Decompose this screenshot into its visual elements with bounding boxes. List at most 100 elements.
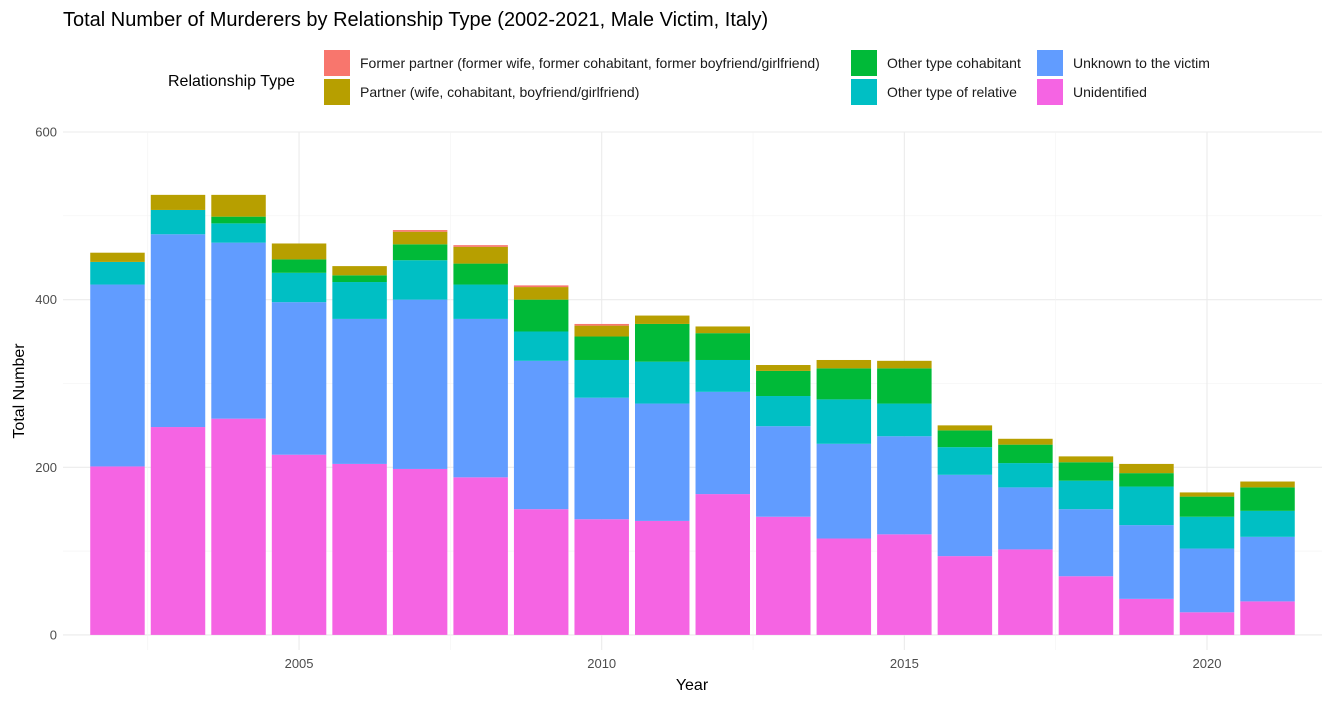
bar-segment (816, 443, 872, 539)
bar-segment (1058, 509, 1114, 577)
bar-segment (332, 266, 387, 276)
bar-segment (1119, 486, 1174, 526)
bar-segment (1058, 576, 1114, 635)
bar-segment (513, 509, 569, 635)
bar-segment (816, 359, 872, 369)
bar-segment (90, 252, 145, 262)
bar-segment (756, 426, 811, 517)
legend-swatch (324, 79, 350, 105)
bar-segment (695, 326, 751, 334)
legend-label: Other type cohabitant (887, 55, 1021, 71)
x-tick-label: 2015 (890, 656, 919, 671)
bar-segment (877, 403, 932, 437)
bar-segment (756, 365, 811, 371)
bar-segment (816, 399, 872, 444)
bar-segment (211, 418, 266, 635)
bar-segment (877, 360, 932, 369)
bar-segment (877, 534, 932, 635)
bar-segment (332, 282, 387, 319)
bar-segment (453, 245, 508, 247)
x-tick-label: 2005 (285, 656, 314, 671)
bar-segment (937, 447, 993, 475)
x-axis-ticks: 2005 2010 2015 2020 (285, 656, 1222, 671)
bar-segment (574, 336, 629, 360)
bar-segment (271, 243, 327, 260)
legend-swatch (1037, 50, 1063, 76)
bar-segment (816, 368, 872, 400)
bar-segment (634, 361, 690, 404)
legend-swatch (324, 50, 350, 76)
legend-swatch (851, 79, 877, 105)
bar-segment (634, 315, 690, 324)
bar-segment (695, 359, 751, 392)
bar-segment (574, 519, 629, 635)
bar-segment (513, 285, 569, 288)
x-tick-label: 2020 (1193, 656, 1222, 671)
bar-segment (513, 299, 569, 332)
x-tick-label: 2010 (587, 656, 616, 671)
bar-segment (271, 259, 327, 273)
bar-segment (1179, 612, 1235, 635)
bar-segment (937, 474, 993, 557)
bar-segment (1179, 516, 1235, 549)
bar-segment (937, 425, 993, 431)
legend-label: Former partner (former wife, former coha… (360, 55, 820, 71)
y-tick-label: 600 (35, 125, 57, 140)
bar-segment (634, 520, 690, 635)
legend: Relationship Type Former partner (former… (168, 50, 1210, 105)
bar-segment (453, 246, 508, 264)
x-axis-title: Year (676, 677, 709, 694)
bar-segment (392, 244, 448, 261)
bar-segment (1240, 487, 1295, 511)
bar-segment (90, 466, 145, 635)
bar-segment (1240, 510, 1295, 537)
bar-segment (1058, 462, 1114, 481)
bar-segment (332, 318, 387, 464)
bars (90, 194, 1295, 635)
bar-segment (513, 287, 569, 300)
legend-label: Unknown to the victim (1073, 55, 1210, 71)
bar-segment (150, 194, 206, 210)
bar-segment (877, 368, 932, 404)
bar-segment (392, 231, 448, 245)
legend-swatch (851, 50, 877, 76)
bar-segment (998, 487, 1053, 550)
bar-segment (695, 391, 751, 495)
bar-segment (756, 516, 811, 635)
bar-segment (90, 284, 145, 467)
bar-segment (392, 260, 448, 300)
bar-segment (1179, 492, 1235, 497)
legend-swatch (1037, 79, 1063, 105)
bar-segment (1119, 463, 1174, 474)
bar-segment (756, 396, 811, 427)
bar-segment (998, 463, 1053, 488)
bar-segment (150, 209, 206, 235)
y-tick-label: 400 (35, 292, 57, 307)
bar-segment (332, 463, 387, 635)
bar-segment (1240, 481, 1295, 488)
bar-segment (1240, 536, 1295, 602)
bar-segment (1240, 601, 1295, 635)
bar-segment (150, 427, 206, 635)
bar-segment (90, 261, 145, 285)
bar-segment (574, 325, 629, 337)
bar-segment (453, 263, 508, 285)
bar-segment (574, 397, 629, 520)
bar-segment (211, 223, 266, 243)
bar-segment (574, 323, 629, 326)
y-tick-label: 0 (50, 627, 57, 642)
bar-segment (1179, 548, 1235, 613)
bar-segment (695, 494, 751, 635)
bar-segment (816, 538, 872, 635)
bar-segment (392, 230, 448, 232)
legend-title: Relationship Type (168, 73, 295, 90)
bar-segment (877, 436, 932, 535)
bar-segment (1179, 496, 1235, 517)
bar-segment (634, 403, 690, 521)
bar-segment (392, 468, 448, 635)
bar-segment (453, 318, 508, 478)
bar-segment (1058, 456, 1114, 463)
bar-segment (271, 302, 327, 455)
bar-segment (998, 444, 1053, 464)
